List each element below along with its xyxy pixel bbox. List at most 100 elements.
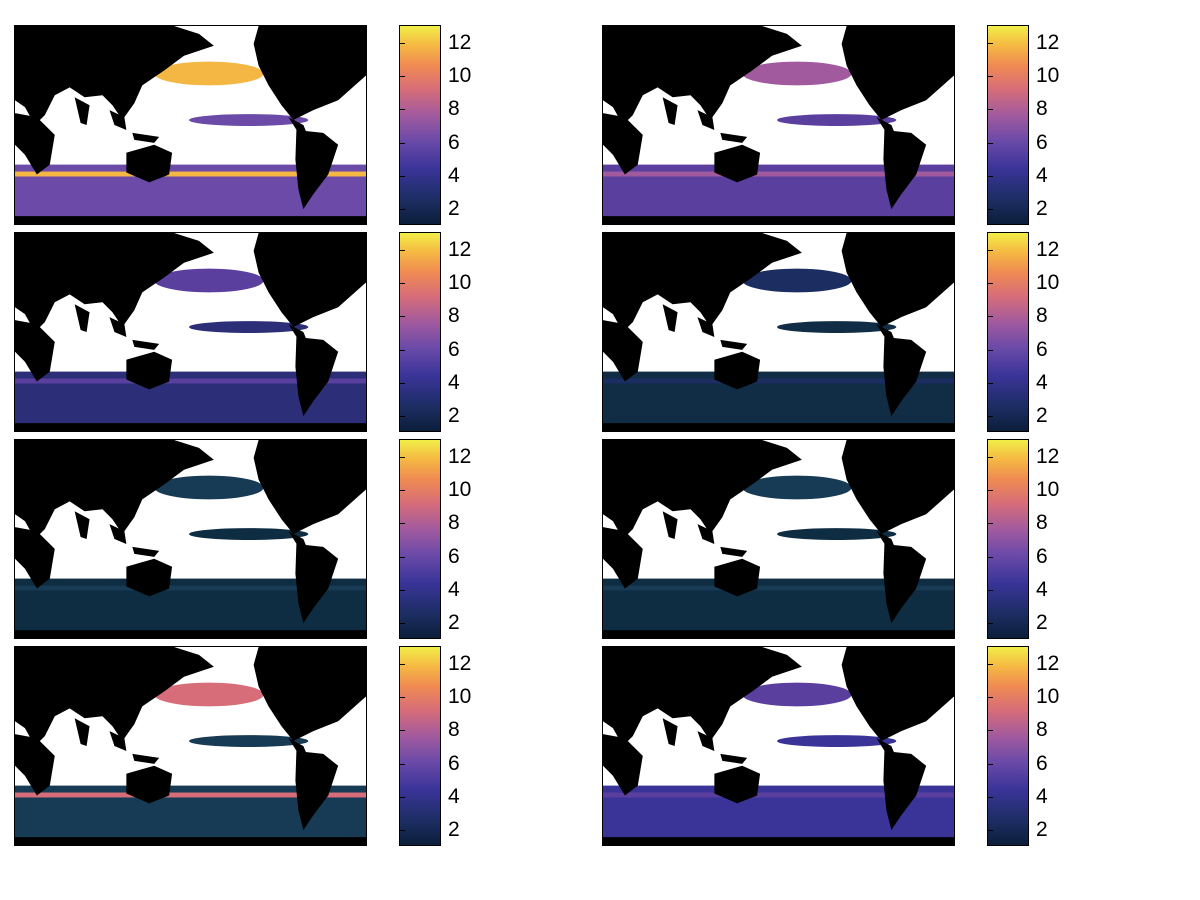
land-mass: [253, 26, 366, 121]
colorbar-tick-label: 6: [1036, 130, 1048, 154]
colorbar-tick-label: 12: [1036, 237, 1060, 261]
map-panel-r3c1: [14, 439, 367, 639]
land-mass: [662, 718, 678, 746]
colorbar-tickmark: [988, 697, 993, 698]
land-mass: [74, 718, 90, 746]
colorbar-tickmark: [988, 383, 993, 384]
land-mass: [697, 524, 715, 544]
colorbar-tickmark: [400, 490, 405, 491]
colorbar-tickmark: [400, 283, 405, 284]
colorbar-tick-label: 2: [1036, 818, 1048, 842]
colorbar-tick-label: 4: [1036, 578, 1048, 601]
land-mass: [74, 511, 90, 539]
colorbar-r4c2: 2 4 6 8 10 12: [987, 646, 1059, 846]
colorbar-tickmark: [988, 283, 993, 284]
north-pacific-field: [742, 268, 852, 293]
colorbar-tick-label: 10: [1036, 271, 1060, 294]
north-pacific-field: [154, 268, 264, 293]
land-mass: [931, 26, 954, 51]
circumpolar-band: [603, 792, 954, 798]
colorbar-tickmark: [988, 490, 993, 491]
colorbar-tickmark: [400, 556, 405, 558]
ocean-map: [15, 26, 366, 224]
land-mass: [295, 129, 339, 210]
land-mass: [132, 339, 160, 350]
colorbar-tickmark: [400, 142, 405, 144]
colorbar-tickmark: [400, 590, 405, 591]
colorbar-tick-label: 4: [448, 578, 460, 601]
land-mass: [126, 351, 173, 390]
land-mass: [603, 423, 954, 431]
colorbar-tick-label: 12: [448, 651, 472, 675]
land-mass: [720, 132, 748, 143]
colorbar-tick-label: 12: [1036, 651, 1060, 675]
land-mass: [931, 233, 954, 258]
land-mass: [931, 440, 954, 465]
colorbar-tick-label: 12: [1036, 30, 1060, 54]
land-mass: [662, 511, 678, 539]
land-mass: [295, 543, 339, 624]
land-mass: [109, 317, 127, 337]
colorbar-tickmark: [988, 623, 993, 625]
land-mass: [603, 216, 954, 224]
land-mass: [883, 336, 927, 417]
land-mass: [841, 233, 954, 328]
land-mass: [132, 132, 160, 143]
land-mass: [132, 753, 160, 764]
land-mass: [714, 351, 761, 390]
land-mass: [15, 440, 214, 539]
colorbar-tickmark: [400, 316, 405, 318]
colorbar-tickmark: [988, 456, 993, 458]
land-mass: [343, 440, 366, 465]
north-pacific-field: [154, 475, 264, 500]
colorbar-tick-label: 8: [1036, 97, 1048, 121]
land-mass: [15, 423, 366, 431]
colorbar-tick-label: 10: [448, 685, 472, 708]
land-mass: [15, 837, 366, 845]
land-mass: [15, 233, 214, 332]
equatorial-field: [777, 528, 897, 540]
colorbar-tick-label: 6: [1036, 544, 1048, 568]
ocean-map: [15, 647, 366, 845]
land-mass: [15, 320, 55, 382]
land-mass: [126, 144, 173, 183]
map-panel-r1c2: [602, 25, 955, 225]
colorbar-tickmark: [400, 383, 405, 384]
colorbar-tickmark: [400, 249, 405, 251]
colorbar-tick-label: 2: [1036, 197, 1048, 221]
map-panel-r2c2: [602, 232, 955, 432]
land-mass: [15, 647, 214, 746]
land-mass: [697, 317, 715, 337]
colorbar-tick-label: 6: [448, 337, 460, 361]
colorbar-tickmark: [988, 590, 993, 591]
circumpolar-band: [603, 585, 954, 591]
colorbar-tick-label: 10: [448, 478, 472, 501]
colorbar-tick-label: 6: [1036, 751, 1048, 775]
land-mass: [603, 630, 954, 638]
colorbar-r3c1: 2 4 6 8 10 12: [399, 439, 471, 639]
map-panel-r2c1: [14, 232, 367, 432]
colorbar-tick-label: 10: [1036, 685, 1060, 708]
land-mass: [841, 440, 954, 535]
colorbar-tickmark: [988, 556, 993, 558]
colorbar-tick-label: 4: [448, 164, 460, 187]
colorbar-tick-label: 6: [448, 130, 460, 154]
colorbar-tickmark: [988, 76, 993, 77]
colorbar-r4c1: 2 4 6 8 10 12: [399, 646, 471, 846]
colorbar-tickmark: [400, 730, 405, 732]
colorbar-tick-label: 8: [448, 511, 460, 535]
colorbar-tick-label: 4: [1036, 785, 1048, 808]
colorbar-tickmark: [400, 830, 405, 832]
colorbar-tick-label: 6: [1036, 337, 1048, 361]
land-mass: [603, 527, 643, 589]
colorbar-tick-label: 2: [448, 818, 460, 842]
colorbar-tick-label: 10: [448, 64, 472, 87]
colorbar-tick-label: 12: [448, 444, 472, 468]
colorbar-tickmark: [988, 142, 993, 144]
colorbar-tickmark: [400, 797, 405, 798]
land-mass: [931, 647, 954, 672]
land-mass: [662, 304, 678, 332]
colorbar-tick-label: 8: [448, 97, 460, 121]
land-mass: [253, 440, 366, 535]
land-mass: [15, 26, 214, 125]
